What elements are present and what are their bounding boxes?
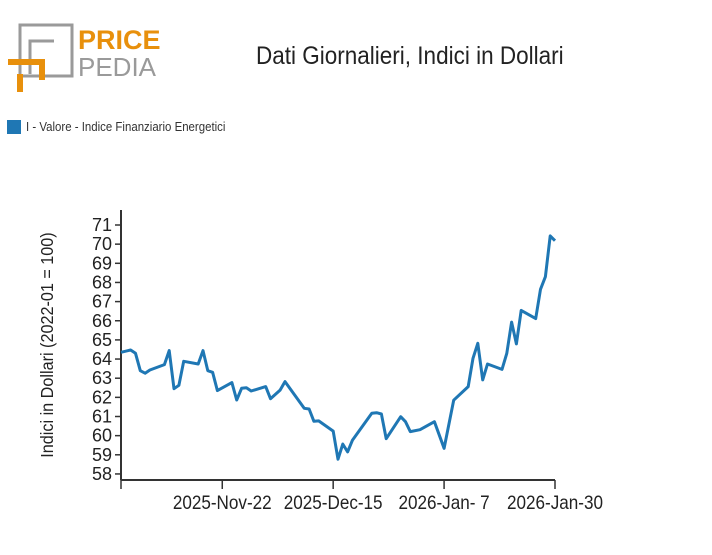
y-tick-label: 67 [92, 292, 112, 312]
logo-text-price: PRICE [78, 25, 161, 55]
legend: I - Valore - Indice Finanziario Energeti… [7, 119, 253, 134]
legend-swatch [7, 119, 21, 134]
legend-label: I - Valore - Indice Finanziario Energeti… [26, 119, 226, 134]
y-tick-label: 62 [92, 387, 112, 407]
y-tick-label: 68 [92, 272, 112, 292]
x-tick-label: 2026-Jan-30 [507, 492, 603, 513]
y-axis-label: Indici in Dollari (2022-01 = 100) [37, 232, 57, 457]
y-tick-label: 71 [92, 215, 112, 235]
y-tick-label: 66 [92, 311, 112, 331]
x-tick-label: 2025-Nov-22 [173, 492, 272, 513]
pricepedia-logo: PRICE PEDIA [6, 22, 166, 94]
y-tick-label: 70 [92, 234, 112, 254]
y-tick-label: 65 [92, 330, 112, 350]
logo-text-pedia: PEDIA [78, 52, 157, 82]
y-tick-label: 60 [92, 426, 112, 446]
y-tick-label: 61 [92, 407, 112, 427]
y-tick-label: 69 [92, 253, 112, 273]
y-tick-label: 64 [92, 349, 112, 369]
y-tick-label: 59 [92, 445, 112, 465]
chart-title: Dati Giornalieri, Indici in Dollari [256, 42, 564, 70]
y-tick-label: 58 [92, 464, 112, 484]
x-axis: 2025-Nov-22 2025-Dec-15 2026-Jan- 7 2026-Ja… [120, 479, 603, 513]
x-tick-label: 2025-Dec-15 [284, 492, 383, 513]
series-line [120, 234, 557, 461]
y-tick-label: 63 [92, 368, 112, 388]
x-tick-label: 2026-Jan- 7 [398, 492, 489, 513]
